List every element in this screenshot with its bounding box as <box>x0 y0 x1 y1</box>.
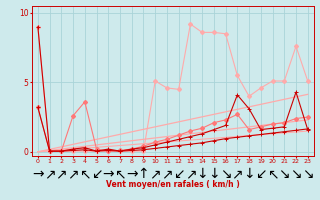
X-axis label: Vent moyen/en rafales ( km/h ): Vent moyen/en rafales ( km/h ) <box>106 180 240 189</box>
